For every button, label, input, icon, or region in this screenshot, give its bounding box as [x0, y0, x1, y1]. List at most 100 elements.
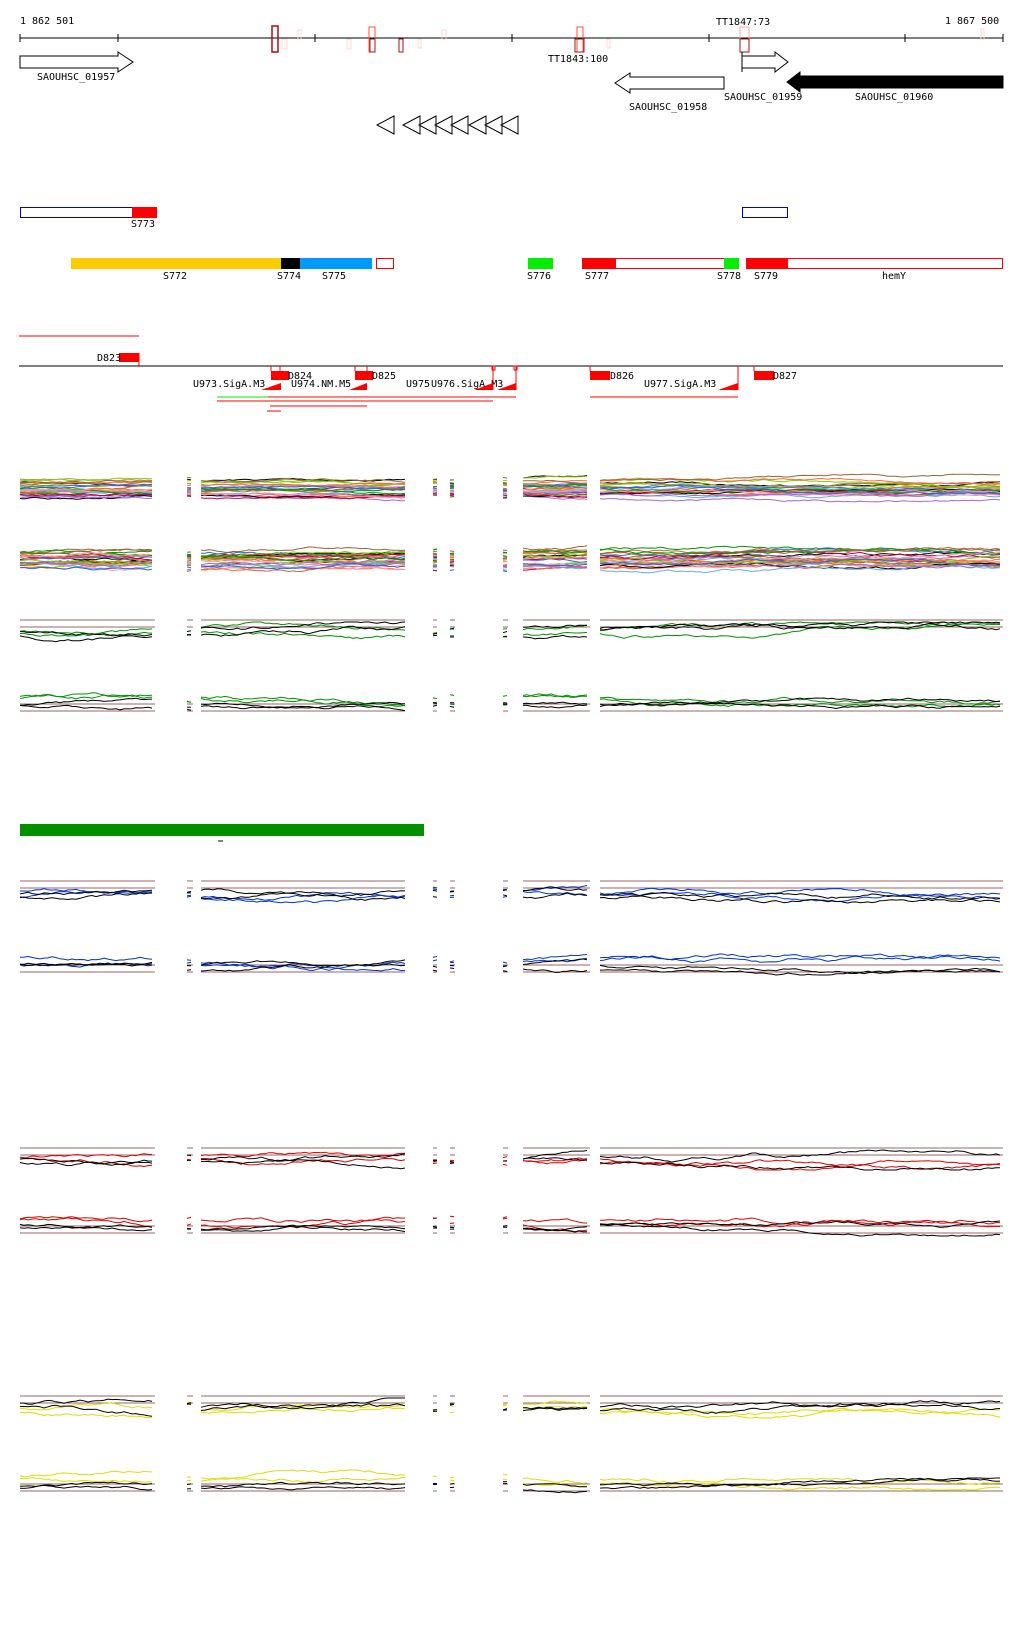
expression-trace — [502, 1217, 508, 1220]
terminator-mark[interactable] — [574, 38, 585, 53]
expression-trace — [200, 894, 406, 904]
terminator-mark[interactable] — [281, 38, 288, 50]
expression-trace — [186, 895, 192, 898]
expression-trace — [19, 560, 153, 566]
segment-box[interactable] — [20, 207, 133, 218]
expression-trace — [200, 561, 406, 567]
expression-trace — [186, 700, 192, 703]
segment-box[interactable] — [376, 258, 394, 269]
segment-label: S778 — [717, 271, 741, 282]
terminator-label: TT1843:100 — [548, 54, 608, 65]
gene-arrow-SAOUHSC_01959[interactable] — [741, 50, 789, 74]
expression-trace — [200, 560, 406, 569]
segment-S775[interactable] — [300, 258, 372, 269]
gene-label: SAOUHSC_01957 — [37, 72, 115, 83]
strand-triangle-track — [375, 115, 519, 135]
expression-trace — [599, 1400, 1001, 1410]
terminator-mark[interactable] — [398, 38, 404, 53]
expression-trace — [432, 632, 438, 635]
promoter-D827[interactable] — [754, 371, 774, 380]
segment-box[interactable] — [742, 207, 788, 218]
gene-arrow-SAOUHSC_01960[interactable] — [786, 70, 1004, 94]
segment-S773[interactable] — [132, 207, 157, 218]
expression-trace — [522, 489, 588, 493]
expression-trace — [522, 1477, 588, 1484]
sigma-promoter-wedge[interactable] — [497, 383, 516, 390]
terminator-mark[interactable] — [369, 38, 376, 53]
segment-S772[interactable] — [71, 258, 281, 269]
promoter-label: U973.SigA.M3 — [193, 379, 265, 390]
expression-trace — [599, 1158, 1001, 1171]
segment-label: S774 — [277, 271, 301, 282]
terminator-mark[interactable] — [739, 38, 750, 53]
expression-trace — [502, 895, 508, 898]
expression-trace — [186, 894, 192, 897]
gene-arrow-SAOUHSC_01958[interactable] — [614, 72, 725, 94]
sigma-promoter-wedge[interactable] — [718, 383, 738, 390]
terminator-mark[interactable] — [980, 28, 985, 40]
expression-trace — [599, 1161, 1001, 1171]
terminator-mark[interactable] — [346, 38, 352, 50]
expression-trace — [19, 492, 153, 497]
expression-trace — [200, 555, 406, 561]
sigma-promoter-wedge[interactable] — [349, 383, 367, 390]
promoter-D826[interactable] — [590, 371, 610, 380]
expression-trace — [432, 554, 438, 556]
gene-arrow-SAOUHSC_01957[interactable] — [19, 51, 134, 73]
expression-trace — [522, 545, 588, 551]
promoter-label: U977.SigA.M3 — [644, 379, 716, 390]
expression-trace — [523, 564, 588, 569]
expression-trace — [200, 631, 406, 640]
terminator-mark[interactable] — [297, 29, 302, 40]
expression-trace — [19, 566, 153, 571]
expression-trace — [432, 485, 438, 488]
expression-trace — [19, 892, 153, 901]
expression-trace — [449, 1162, 455, 1164]
expression-trace — [502, 1156, 508, 1159]
expression-trace — [186, 570, 192, 572]
expression-trace — [19, 628, 153, 637]
expression-trace — [432, 702, 438, 704]
expression-trace — [449, 705, 455, 708]
expression-trace — [19, 1157, 153, 1166]
expression-trace — [19, 1404, 153, 1417]
expression-trace — [449, 550, 455, 552]
promoter-label: U976.SigA.M3 — [431, 379, 503, 390]
expression-trace — [599, 1477, 1000, 1487]
expression-trace — [522, 475, 588, 479]
gene-label: SAOUHSC_01958 — [629, 102, 707, 113]
terminator-track[interactable]: TT1843:100 TT1847:73 — [271, 17, 985, 65]
expression-trace — [200, 485, 406, 491]
green-feature-bar[interactable] — [20, 824, 424, 836]
terminator-label: TT1847:73 — [716, 17, 770, 28]
expression-trace — [200, 559, 406, 569]
expression-trace — [449, 487, 455, 489]
expression-trace — [599, 1149, 1001, 1163]
expression-trace — [432, 1160, 438, 1163]
expression-trace — [19, 1153, 153, 1160]
expression-trace — [200, 960, 406, 967]
sigma-promoter-wedge[interactable] — [474, 383, 493, 390]
expression-trace — [19, 1470, 153, 1478]
sigma-promoter-wedge[interactable] — [261, 383, 281, 390]
promoter-D824[interactable] — [271, 371, 289, 380]
terminator-mark[interactable] — [417, 38, 422, 49]
expression-trace — [19, 548, 153, 554]
terminator-mark[interactable] — [441, 29, 447, 40]
expression-trace — [599, 1477, 1001, 1486]
segment-S774[interactable] — [281, 258, 300, 269]
segment-S776[interactable] — [528, 258, 553, 269]
promoter-D823[interactable] — [119, 353, 139, 362]
expression-trace — [432, 492, 438, 494]
promoter-label: D826 — [610, 371, 634, 382]
expression-trace — [200, 555, 406, 564]
segment-S777[interactable] — [582, 258, 616, 269]
expression-trace — [599, 892, 1001, 904]
segment-S779[interactable] — [746, 258, 788, 269]
terminator-mark[interactable] — [606, 38, 611, 49]
terminator-mark[interactable] — [271, 25, 279, 53]
expression-trace — [599, 491, 1001, 497]
segment-S778[interactable] — [724, 258, 739, 269]
promoter-D825[interactable] — [355, 371, 373, 380]
expression-trace — [186, 482, 192, 485]
